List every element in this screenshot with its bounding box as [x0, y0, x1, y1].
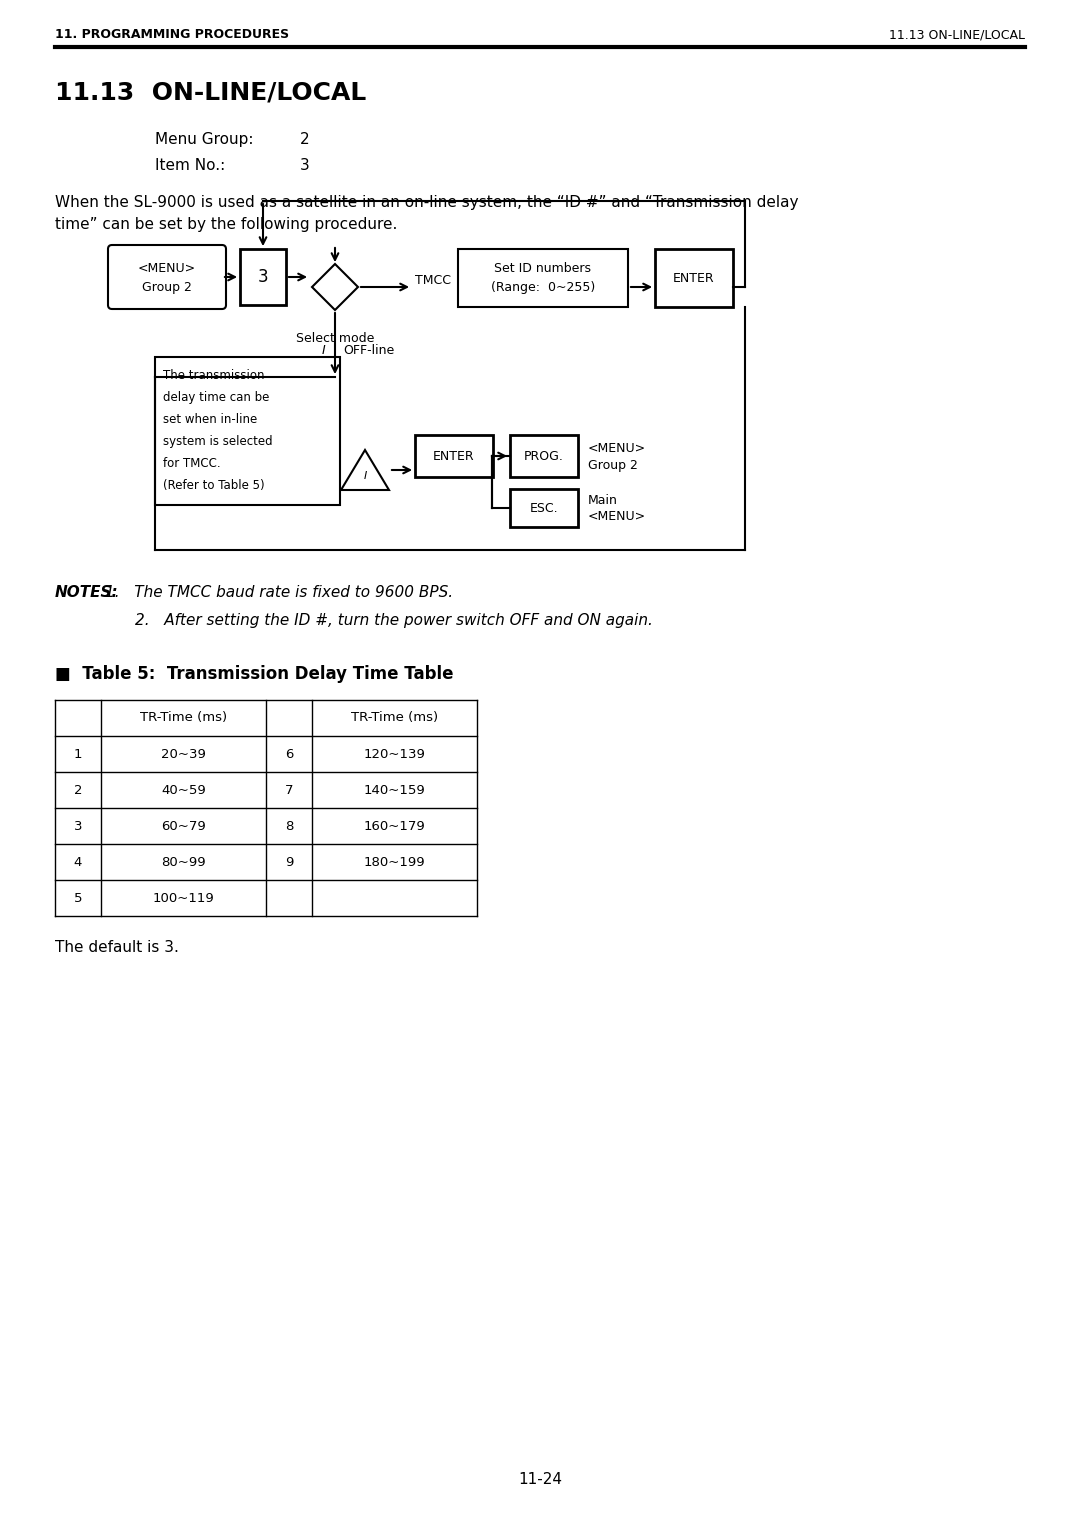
Text: 11.13  ON-LINE/LOCAL: 11.13 ON-LINE/LOCAL	[55, 79, 366, 104]
Text: time” can be set by the following procedure.: time” can be set by the following proced…	[55, 217, 397, 232]
Text: <MENU>: <MENU>	[588, 442, 646, 454]
Text: 140~159: 140~159	[364, 784, 426, 796]
Text: TMCC: TMCC	[415, 274, 451, 288]
Text: Set ID numbers: Set ID numbers	[495, 262, 592, 276]
Text: <MENU>: <MENU>	[138, 262, 197, 276]
Text: 2: 2	[73, 784, 82, 796]
Text: 3: 3	[300, 159, 310, 172]
Text: 8: 8	[285, 819, 293, 833]
Text: system is selected: system is selected	[163, 435, 272, 448]
Text: Group 2: Group 2	[588, 459, 638, 473]
Polygon shape	[341, 450, 389, 490]
Text: delay time can be: delay time can be	[163, 390, 269, 404]
Text: Menu Group:: Menu Group:	[156, 133, 254, 146]
Text: I: I	[363, 471, 366, 480]
Text: 3: 3	[73, 819, 82, 833]
Text: ENTER: ENTER	[433, 450, 475, 462]
Text: 1.   The TMCC baud rate is fixed to 9600 BPS.: 1. The TMCC baud rate is fixed to 9600 B…	[105, 586, 454, 599]
Bar	[510, 435, 578, 477]
Text: 100~119: 100~119	[152, 892, 214, 904]
Text: 1: 1	[73, 747, 82, 761]
Text: 80~99: 80~99	[161, 856, 206, 869]
Text: <MENU>: <MENU>	[588, 511, 646, 523]
Text: 11.13 ON-LINE/LOCAL: 11.13 ON-LINE/LOCAL	[889, 27, 1025, 41]
Text: 60~79: 60~79	[161, 819, 206, 833]
Text: When the SL-9000 is used as a satellite in an on-line system, the “ID #” and “Tr: When the SL-9000 is used as a satellite …	[55, 195, 798, 210]
Text: 2.   After setting the ID #, turn the power switch OFF and ON again.: 2. After setting the ID #, turn the powe…	[135, 613, 653, 628]
Text: 11-24: 11-24	[518, 1472, 562, 1487]
Text: The default is 3.: The default is 3.	[55, 939, 179, 955]
Text: 4: 4	[73, 856, 82, 869]
Text: PROG.: PROG.	[524, 450, 564, 462]
Text: (Range:  0~255): (Range: 0~255)	[491, 281, 595, 293]
Text: NOTES:: NOTES:	[55, 586, 119, 599]
Bar	[156, 357, 340, 505]
Bar	[510, 490, 578, 528]
Text: Item No.:: Item No.:	[156, 159, 226, 172]
Text: ENTER: ENTER	[673, 271, 715, 285]
Text: 7: 7	[285, 784, 294, 796]
Text: 40~59: 40~59	[161, 784, 206, 796]
Text: 6: 6	[285, 747, 293, 761]
Text: for TMCC.: for TMCC.	[163, 458, 220, 470]
Text: Group 2: Group 2	[143, 281, 192, 293]
Text: 5: 5	[73, 892, 82, 904]
Text: The transmission: The transmission	[163, 369, 265, 381]
Text: (Refer to Table 5): (Refer to Table 5)	[163, 479, 265, 493]
Polygon shape	[312, 264, 357, 310]
Text: 180~199: 180~199	[364, 856, 426, 869]
Text: set when in-line: set when in-line	[163, 413, 257, 425]
Text: 120~139: 120~139	[364, 747, 426, 761]
Text: I: I	[321, 343, 325, 357]
Text: ESC.: ESC.	[529, 502, 558, 514]
Text: 9: 9	[285, 856, 293, 869]
Text: OFF-line: OFF-line	[343, 343, 394, 357]
Text: 2: 2	[300, 133, 310, 146]
Text: 20~39: 20~39	[161, 747, 206, 761]
Text: ■  Table 5:  Transmission Delay Time Table: ■ Table 5: Transmission Delay Time Table	[55, 665, 454, 683]
Bar	[458, 249, 627, 307]
Text: Select mode: Select mode	[296, 332, 374, 345]
Text: 160~179: 160~179	[364, 819, 426, 833]
Bar	[415, 435, 492, 477]
Bar	[654, 249, 733, 307]
Text: Main: Main	[588, 494, 618, 506]
Text: 3: 3	[258, 268, 268, 287]
Text: TR-Time (ms): TR-Time (ms)	[140, 712, 227, 724]
FancyBboxPatch shape	[108, 246, 226, 310]
Text: 11. PROGRAMMING PROCEDURES: 11. PROGRAMMING PROCEDURES	[55, 27, 289, 41]
Bar	[240, 249, 286, 305]
Text: TR-Time (ms): TR-Time (ms)	[351, 712, 438, 724]
